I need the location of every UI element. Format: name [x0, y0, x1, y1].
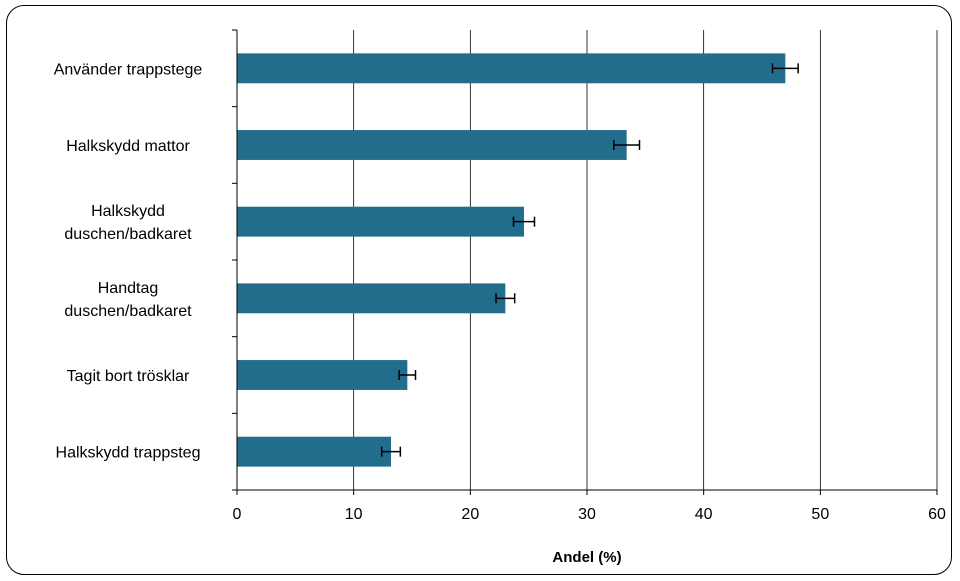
bar: [237, 130, 627, 160]
x-tick-label: 10: [345, 506, 363, 523]
category-label: duschen/badkaret: [64, 226, 192, 243]
category-label: Halkskydd: [91, 203, 165, 220]
x-axis-title: Andel (%): [552, 549, 621, 566]
x-tick-label: 20: [461, 506, 479, 523]
category-label: Använder trappstege: [54, 61, 203, 78]
bar: [237, 53, 786, 84]
x-tick-label: 50: [811, 506, 829, 523]
bar: [237, 283, 506, 314]
bar: [237, 360, 408, 390]
category-label: Handtag: [98, 280, 159, 297]
category-label: duschen/badkaret: [64, 303, 192, 320]
x-tick-label: 0: [233, 506, 242, 523]
bar: [237, 206, 524, 237]
bar: [237, 436, 391, 467]
x-tick-label: 40: [695, 506, 713, 523]
x-tick-label: 60: [928, 506, 946, 523]
category-label: Halkskydd mattor: [66, 138, 190, 155]
chart-frame: [6, 5, 952, 575]
category-label: Halkskydd trappsteg: [56, 445, 201, 462]
category-label: Tagit bort trösklar: [67, 368, 190, 385]
x-tick-label: 30: [578, 506, 596, 523]
